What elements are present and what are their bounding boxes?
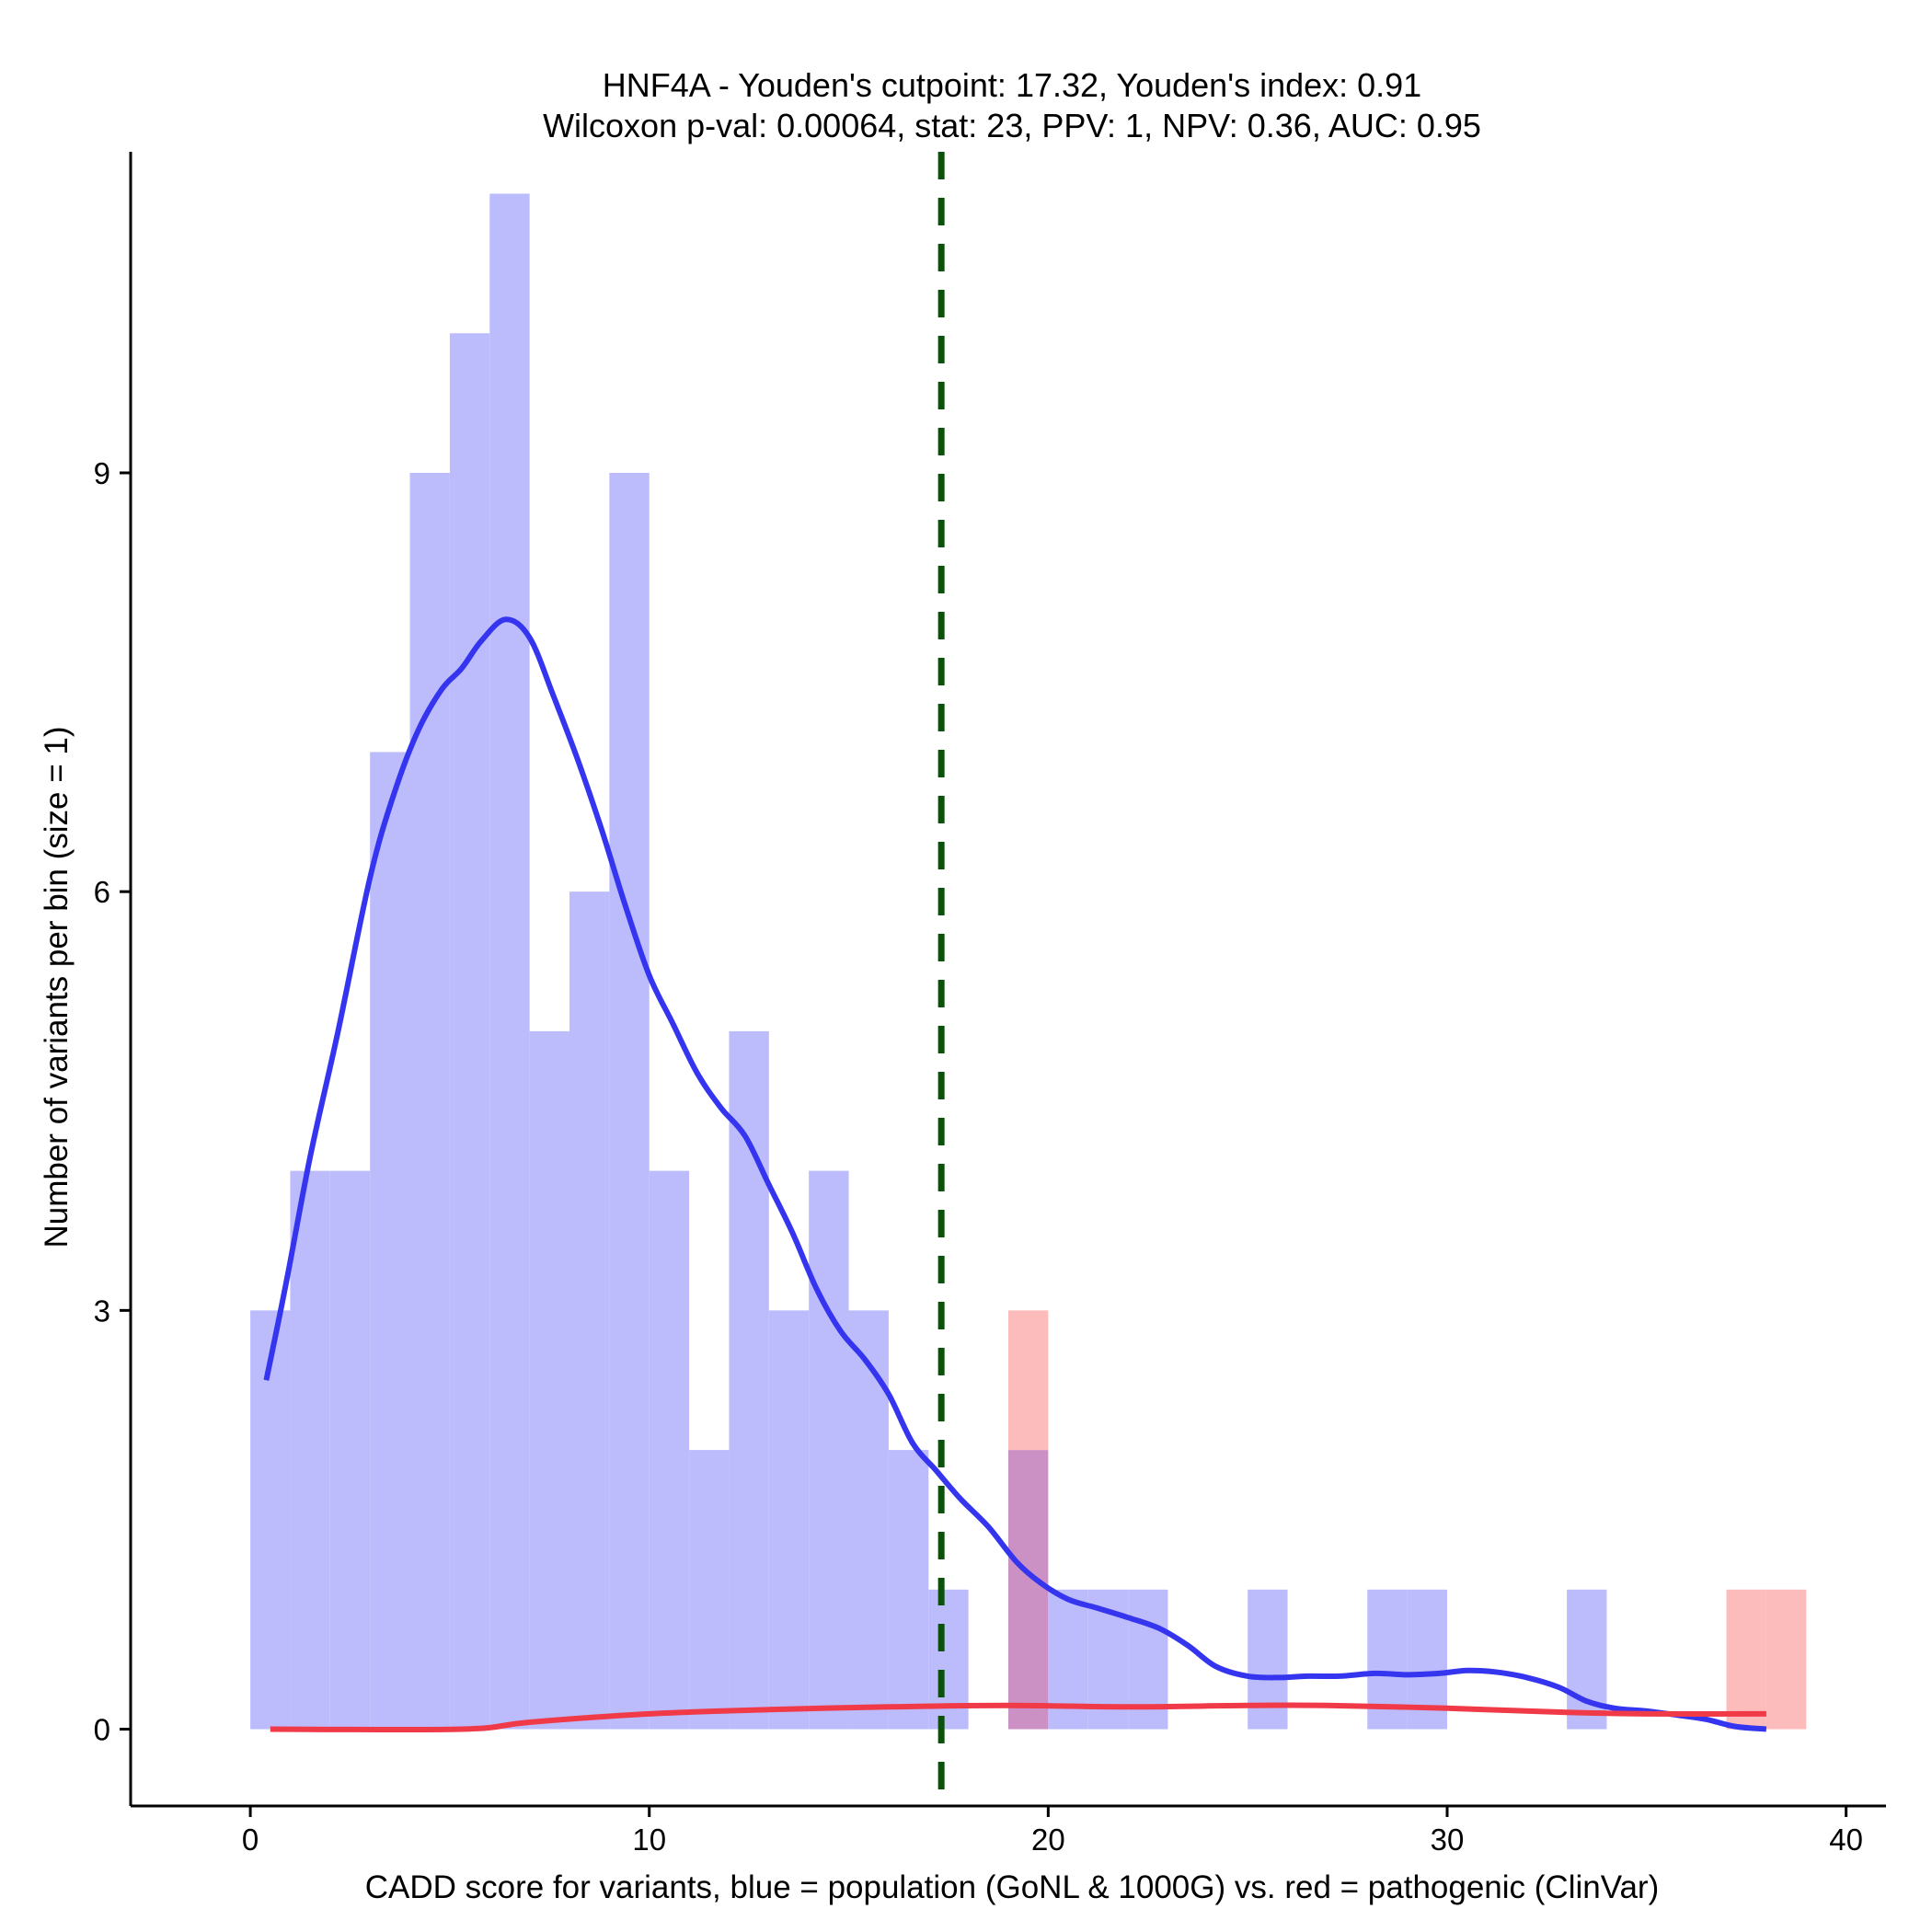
x-tick-label: 40 <box>1829 1823 1863 1857</box>
chart-title-line1: HNF4A - Youden's cutpoint: 17.32, Youden… <box>603 66 1421 104</box>
population-bar <box>529 1030 569 1730</box>
population-bar <box>649 1170 690 1730</box>
population-bar <box>689 1450 730 1730</box>
pathogenic-bar <box>1726 1589 1766 1730</box>
population-bar <box>569 891 610 1730</box>
x-tick-label: 20 <box>1031 1823 1065 1857</box>
population-bar <box>1248 1589 1288 1730</box>
y-tick-label: 3 <box>94 1294 110 1328</box>
population-bar <box>329 1170 371 1730</box>
population-bar <box>729 1030 769 1730</box>
chart-title-line2: Wilcoxon p-val: 0.00064, stat: 23, PPV: … <box>543 107 1481 144</box>
y-tick-label: 9 <box>94 456 110 490</box>
population-bar <box>809 1170 849 1730</box>
population-bar <box>489 193 530 1730</box>
x-axis-label: CADD score for variants, blue = populati… <box>365 1869 1660 1905</box>
overlap-bar <box>1008 1450 1049 1730</box>
population-bar <box>848 1310 889 1730</box>
x-tick-label: 10 <box>632 1823 666 1857</box>
population-bar <box>768 1310 810 1730</box>
population-bar <box>888 1450 929 1730</box>
population-bar <box>370 752 410 1730</box>
axes: 0 10 20 30 40 0 3 6 9 <box>94 152 1886 1857</box>
population-bar <box>609 472 650 1730</box>
y-tick-label: 0 <box>94 1713 110 1747</box>
population-bar <box>290 1170 330 1730</box>
population-bar <box>409 472 450 1730</box>
pathogenic-bar <box>1765 1589 1807 1730</box>
y-axis-label: Number of variants per bin (size = 1) <box>39 726 75 1248</box>
population-density-line <box>263 616 1767 1732</box>
pathogenic-bar <box>1008 1310 1049 1451</box>
density-lines <box>263 152 1767 1806</box>
pathogenic-density-line <box>270 1702 1766 1733</box>
x-tick-label: 0 <box>242 1823 259 1857</box>
population-bar <box>449 333 490 1730</box>
x-tick-label: 30 <box>1431 1823 1465 1857</box>
histogram-bars <box>250 193 1807 1730</box>
population-bar <box>250 1310 291 1730</box>
y-tick-label: 6 <box>94 875 110 909</box>
